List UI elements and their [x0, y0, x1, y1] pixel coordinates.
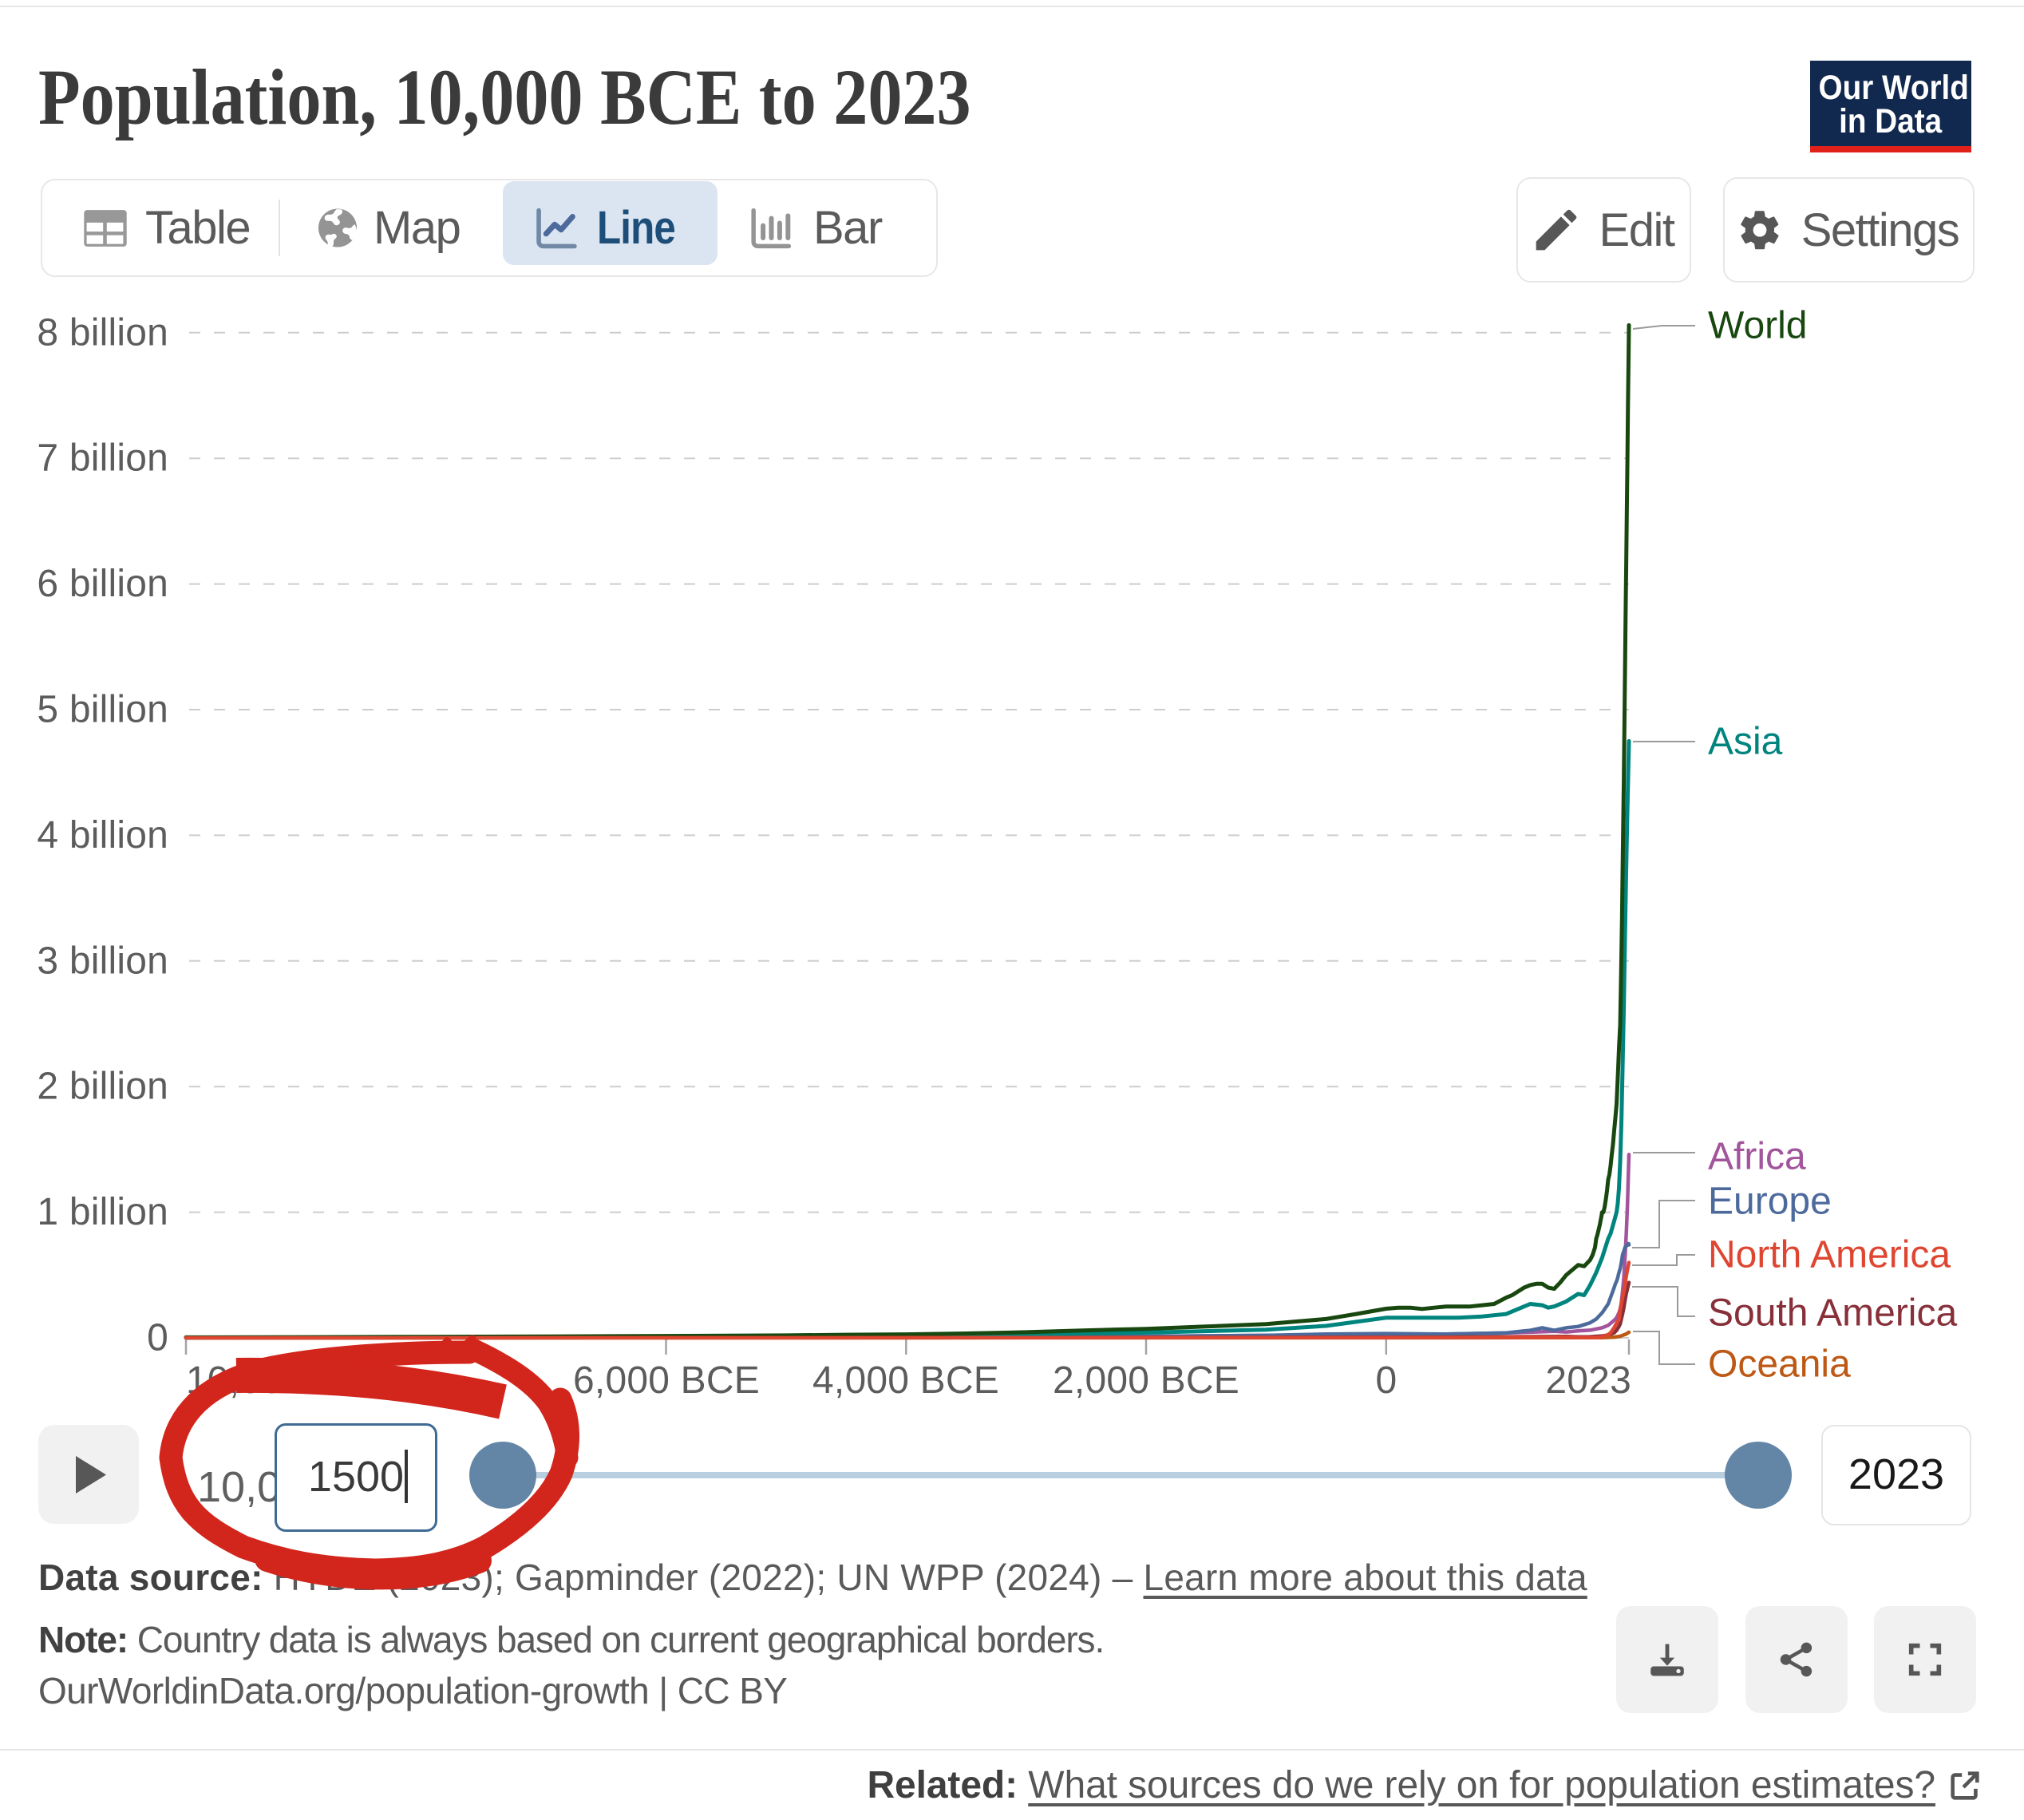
svg-text:South America: South America	[1708, 1292, 1957, 1335]
svg-text:0: 0	[1376, 1359, 1397, 1402]
svg-text:Africa: Africa	[1708, 1136, 1806, 1178]
svg-text:4 billion: 4 billion	[37, 814, 168, 857]
svg-text:4,000 BCE: 4,000 BCE	[812, 1359, 999, 1402]
svg-text:1 billion: 1 billion	[37, 1191, 168, 1233]
svg-text:6 billion: 6 billion	[37, 563, 168, 605]
svg-text:North America: North America	[1708, 1234, 1951, 1276]
svg-text:8 billion: 8 billion	[37, 311, 168, 354]
svg-text:Europe: Europe	[1708, 1181, 1832, 1223]
svg-text:3 billion: 3 billion	[37, 940, 168, 982]
svg-text:2023: 2023	[1545, 1359, 1631, 1402]
svg-text:Oceania: Oceania	[1708, 1343, 1851, 1386]
svg-text:6,000 BCE: 6,000 BCE	[573, 1359, 760, 1402]
svg-text:5 billion: 5 billion	[37, 689, 168, 731]
svg-text:World: World	[1708, 305, 1807, 347]
svg-text:Asia: Asia	[1708, 721, 1783, 763]
svg-text:7 billion: 7 billion	[37, 437, 168, 480]
svg-text:0: 0	[147, 1317, 168, 1359]
svg-text:10,000 BCE: 10,000 BCE	[186, 1359, 394, 1402]
svg-text:2,000 BCE: 2,000 BCE	[1053, 1359, 1239, 1402]
svg-text:2 billion: 2 billion	[37, 1066, 168, 1108]
